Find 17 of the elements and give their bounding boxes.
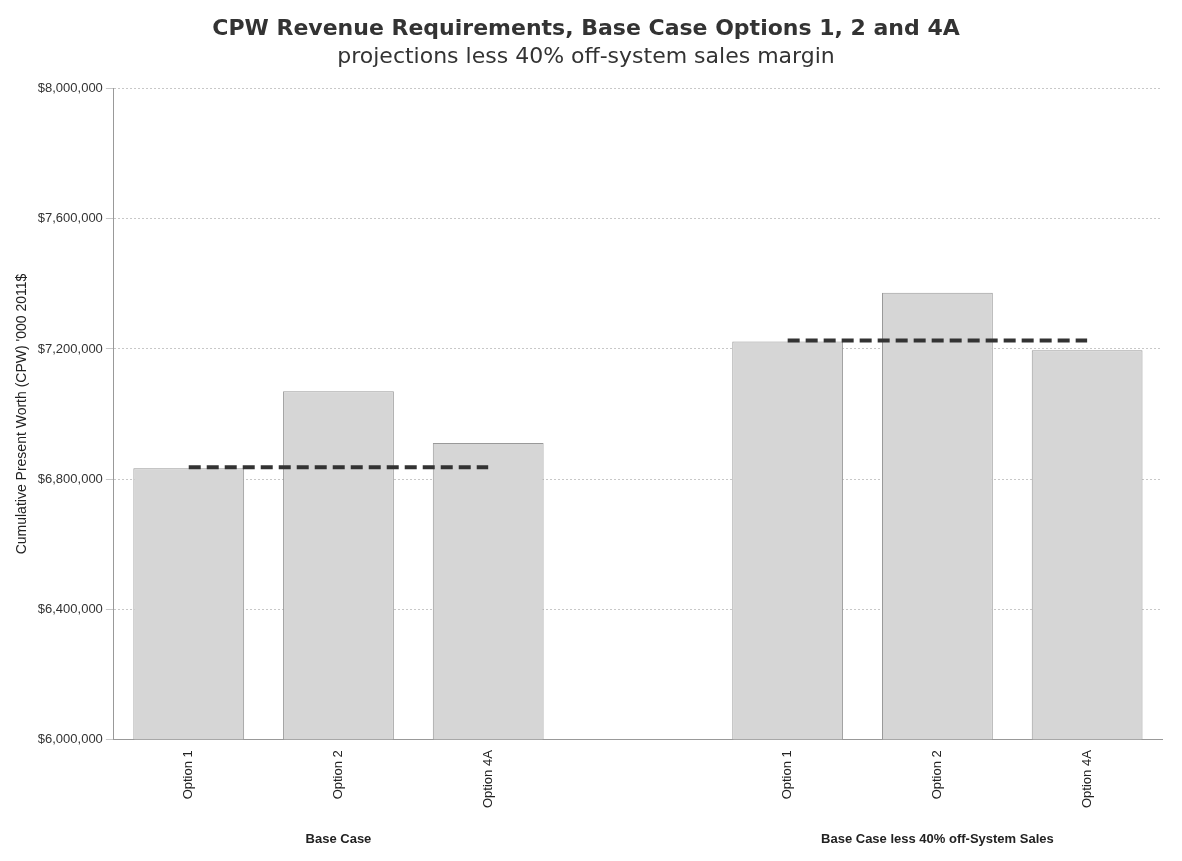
y-tick-label: $6,400,000 — [37, 600, 103, 616]
y-tick-label: $7,200,000 — [37, 340, 103, 356]
y-tick-label: $7,600,000 — [37, 210, 103, 226]
y-axis-title: Cumulative Present Worth (CPW) '000 2011$ — [13, 273, 30, 555]
x-tick-label: Option 2 — [330, 750, 346, 800]
chart-subtitle: projections less 40% off-system sales margin — [337, 43, 835, 69]
text: Base Case — [305, 830, 372, 846]
x-tick-label: Option 1 — [180, 750, 196, 800]
x-tick-label: Option 4A — [479, 749, 495, 809]
text: Base Case less 40% off-System Sales — [821, 830, 1054, 846]
y-tick-label: $6,800,000 — [37, 470, 103, 486]
x-tick-label: Option 2 — [928, 750, 944, 800]
x-tick-label: Option 4A — [1078, 749, 1094, 809]
y-tick-label: $8,000,000 — [37, 80, 103, 96]
y-tick-label: $6,000,000 — [37, 730, 103, 746]
x-tick-label: Option 1 — [779, 750, 795, 800]
chart-title: CPW Revenue Requirements, Base Case Options 1, 2 and 4A — [212, 14, 960, 40]
